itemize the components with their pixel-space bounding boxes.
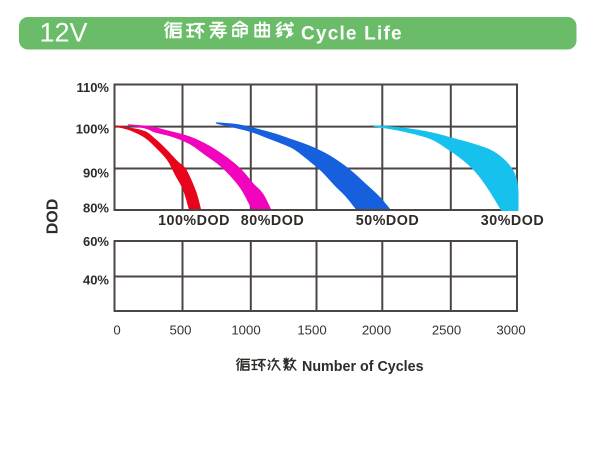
svg-text:80%: 80%: [83, 201, 109, 216]
svg-text:100%DOD: 100%DOD: [158, 213, 230, 229]
svg-text:90%: 90%: [83, 165, 109, 180]
svg-text:Number of Cycles: Number of Cycles: [302, 359, 424, 375]
svg-text:500: 500: [169, 323, 191, 338]
svg-text:3000: 3000: [496, 323, 525, 338]
svg-text:2000: 2000: [362, 323, 391, 338]
svg-text:DOD: DOD: [45, 199, 62, 235]
svg-text:12V: 12V: [40, 18, 88, 48]
svg-text:40%: 40%: [83, 272, 109, 287]
svg-text:1500: 1500: [297, 323, 326, 338]
svg-text:30%DOD: 30%DOD: [481, 213, 544, 229]
svg-text:110%: 110%: [76, 80, 109, 95]
svg-text:2500: 2500: [432, 323, 461, 338]
svg-text:Cycle Life: Cycle Life: [301, 24, 403, 45]
svg-text:1000: 1000: [231, 323, 260, 338]
svg-text:100%: 100%: [76, 121, 110, 136]
svg-text:50%DOD: 50%DOD: [356, 213, 419, 229]
svg-text:60%: 60%: [83, 234, 109, 249]
svg-text:80%DOD: 80%DOD: [241, 213, 304, 229]
svg-text:0: 0: [113, 323, 120, 338]
